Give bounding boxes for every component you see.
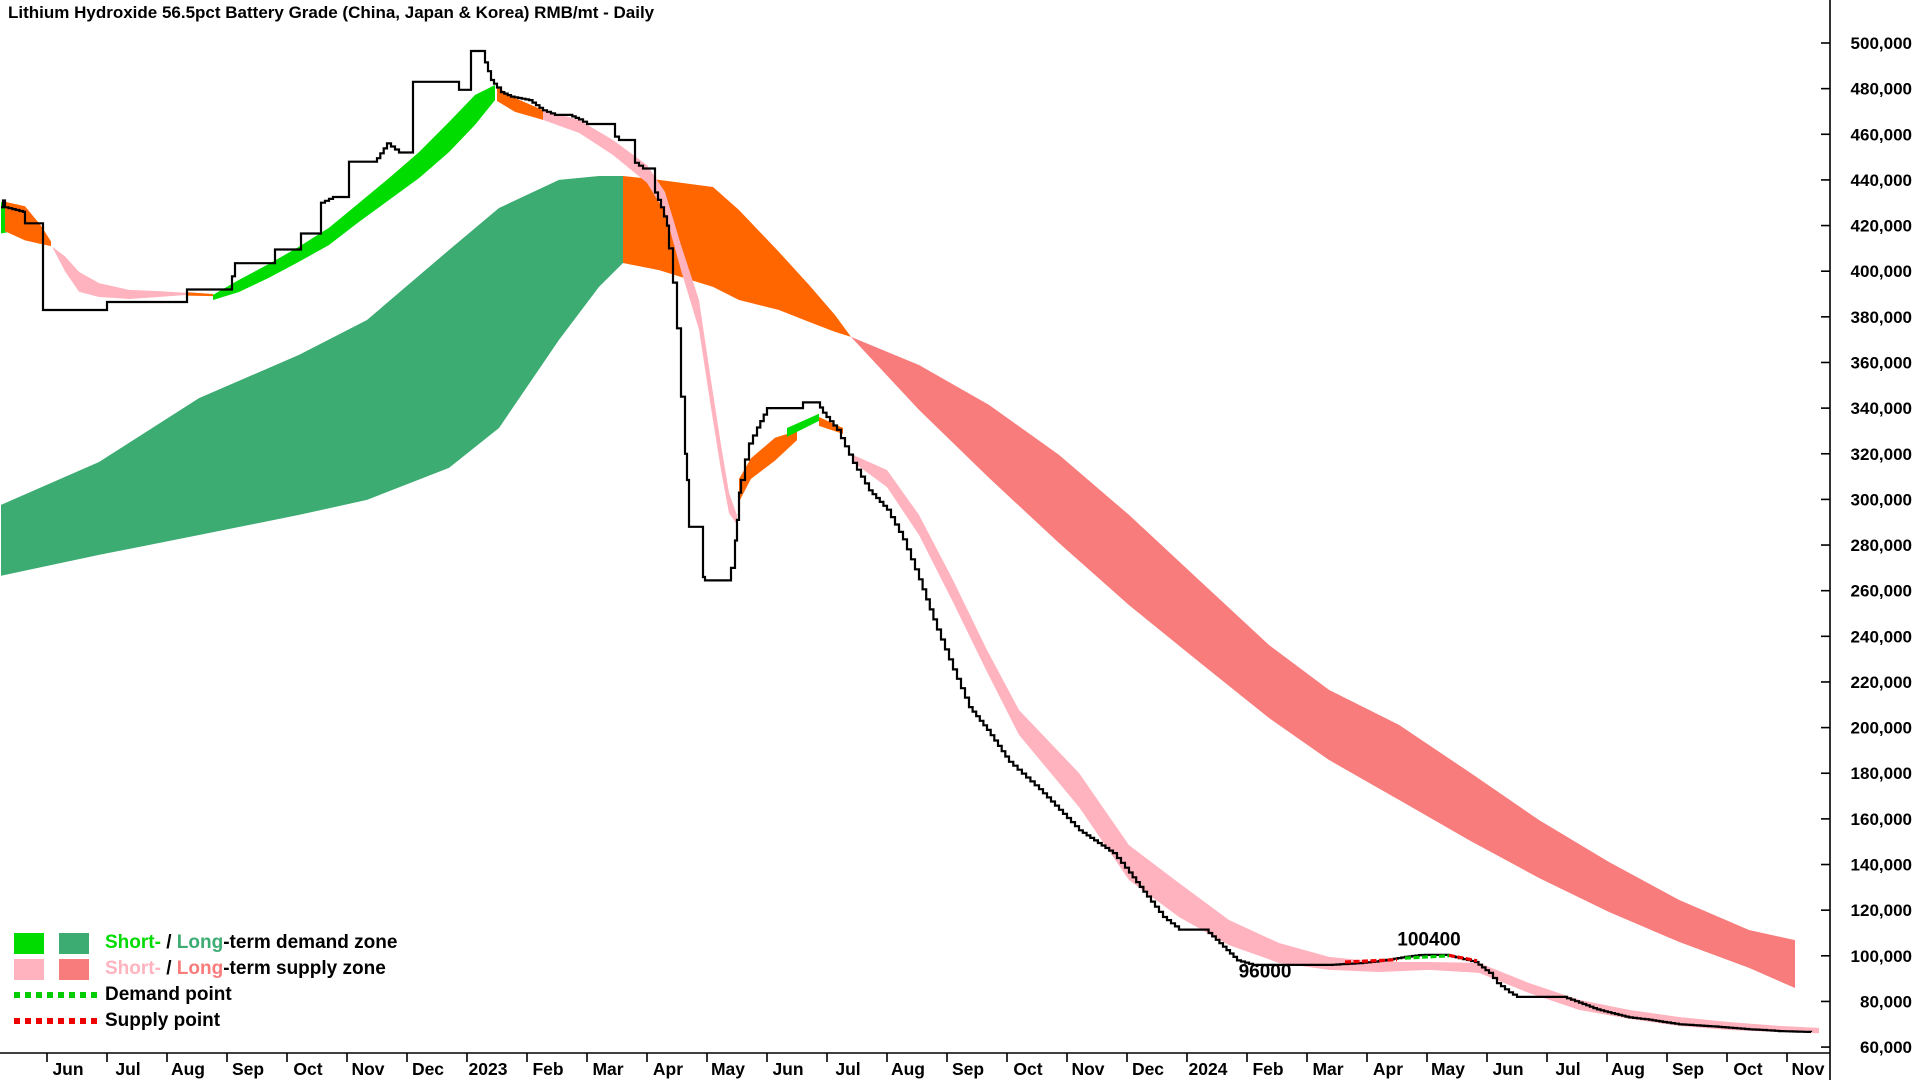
x-tick-label: Aug	[1611, 1059, 1645, 1079]
y-tick-label: 380,000	[1851, 308, 1912, 327]
x-tick-label: Jun	[772, 1059, 803, 1079]
price-series-line	[1, 49, 1813, 1033]
x-tick-label: Oct	[1733, 1059, 1762, 1079]
y-tick-label: 60,000	[1860, 1038, 1912, 1057]
y-tick-label: 240,000	[1851, 627, 1912, 646]
y-tick-label: 480,000	[1851, 80, 1912, 99]
short-term-supply-a	[53, 247, 187, 299]
x-tick-label: May	[1431, 1059, 1465, 1079]
short-term-demand-zone	[213, 85, 495, 300]
y-tick-label: 140,000	[1851, 856, 1912, 875]
short-term-demand-recovery	[787, 413, 819, 437]
y-tick-label: 80,000	[1860, 992, 1912, 1011]
short-term-supply-d	[543, 110, 737, 525]
x-tick-label: Mar	[592, 1059, 623, 1079]
y-tick-label: 180,000	[1851, 764, 1912, 783]
legend-demand-point-label: Demand point	[105, 984, 232, 1005]
price-line	[1, 49, 1813, 1033]
x-tick-label: Nov	[1791, 1059, 1824, 1079]
y-tick-label: 260,000	[1851, 582, 1912, 601]
transition-aug22	[187, 292, 213, 297]
transition-recovery	[739, 430, 797, 502]
legend-row-demand-zone: Short- / Long-term demand zone	[14, 930, 397, 956]
price-annotation: 96000	[1239, 961, 1292, 982]
axes	[0, 0, 1831, 1080]
y-tick-label: 100,000	[1851, 947, 1912, 966]
x-tick-label: Aug	[171, 1059, 205, 1079]
x-tick-label: Nov	[1071, 1059, 1104, 1079]
y-tick-label: 340,000	[1851, 399, 1912, 418]
x-tick-label: Jun	[1492, 1059, 1523, 1079]
price-annotations: 96000 100400	[1239, 930, 1461, 983]
x-tick-label: Sep	[952, 1059, 984, 1079]
y-tick-label: 360,000	[1851, 353, 1912, 372]
x-tick-label: Sep	[232, 1059, 264, 1079]
short-term-supply-zone	[853, 454, 1819, 1034]
y-tick-label: 320,000	[1851, 445, 1912, 464]
long-term-supply-zone	[851, 336, 1795, 988]
y-tick-label: 200,000	[1851, 719, 1912, 738]
transition-zone-main	[623, 176, 851, 337]
y-tick-label: 280,000	[1851, 536, 1912, 555]
long-supply-swatch	[59, 958, 89, 980]
long-term-demand-zone	[1, 176, 623, 576]
short-demand-swatch	[14, 932, 44, 954]
x-tick-label: Jul	[1555, 1059, 1580, 1079]
short-supply-swatch	[14, 958, 44, 980]
x-tick-label: Apr	[653, 1059, 683, 1079]
long-demand-swatch	[59, 932, 89, 954]
y-tick-label: 440,000	[1851, 171, 1912, 190]
supply-point-1	[1344, 958, 1398, 964]
zone-bands	[1, 85, 1819, 1034]
y-tick-label: 160,000	[1851, 810, 1912, 829]
x-tick-label: Jul	[835, 1059, 860, 1079]
price-annotation: 100400	[1397, 930, 1460, 951]
x-tick-label: Aug	[891, 1059, 925, 1079]
supply-point-2	[1448, 953, 1478, 963]
y-tick-label: 120,000	[1851, 901, 1912, 920]
demand-point-1	[1404, 954, 1450, 960]
legend-demand-zone-label: Short- / Long-term demand zone	[105, 932, 398, 953]
y-tick-label: 300,000	[1851, 490, 1912, 509]
y-tick-label: 500,000	[1851, 34, 1912, 53]
x-tick-label: Dec	[412, 1059, 444, 1079]
legend-supply-zone-label: Short- / Long-term supply zone	[105, 958, 386, 979]
x-tick-label: Feb	[1252, 1059, 1283, 1079]
x-tick-label: Oct	[1013, 1059, 1042, 1079]
x-tick-label: Apr	[1373, 1059, 1403, 1079]
x-axis-ticks: Jun Jul Aug Sep Oct Nov Dec 2023 Feb Mar Apr May Jun…	[46, 1053, 1825, 1079]
x-tick-label: Dec	[1132, 1059, 1164, 1079]
legend-supply-point-label: Supply point	[105, 1010, 221, 1031]
y-tick-label: 400,000	[1851, 262, 1912, 281]
x-tick-label: Jun	[52, 1059, 83, 1079]
supply-point-dotted-line-icon	[14, 1018, 99, 1024]
x-tick-label: Feb	[532, 1059, 563, 1079]
x-tick-label: 2023	[469, 1059, 508, 1079]
y-tick-label: 460,000	[1851, 125, 1912, 144]
legend-row-supply-point: Supply point	[14, 1008, 397, 1034]
chart-title: Lithium Hydroxide 56.5pct Battery Grade …	[8, 3, 655, 22]
x-tick-label: Oct	[293, 1059, 322, 1079]
y-tick-label: 220,000	[1851, 673, 1912, 692]
x-tick-label: May	[711, 1059, 745, 1079]
x-tick-label: Sep	[1672, 1059, 1704, 1079]
x-tick-label: Jul	[115, 1059, 140, 1079]
x-tick-label: 2024	[1189, 1059, 1228, 1079]
demand-point-dotted-line-icon	[14, 992, 99, 998]
legend-row-demand-point: Demand point	[14, 982, 397, 1008]
x-tick-label: Mar	[1312, 1059, 1343, 1079]
point-markers	[1344, 953, 1478, 964]
legend-row-supply-zone: Short- / Long-term supply zone	[14, 956, 397, 982]
y-axis-ticks: 500,000 480,000 460,000 440,000 420,000 400,0…	[1821, 34, 1912, 1057]
x-tick-label: Nov	[351, 1059, 384, 1079]
y-tick-label: 420,000	[1851, 217, 1912, 236]
legend: Short- / Long-term demand zone Short- / …	[14, 930, 397, 1034]
